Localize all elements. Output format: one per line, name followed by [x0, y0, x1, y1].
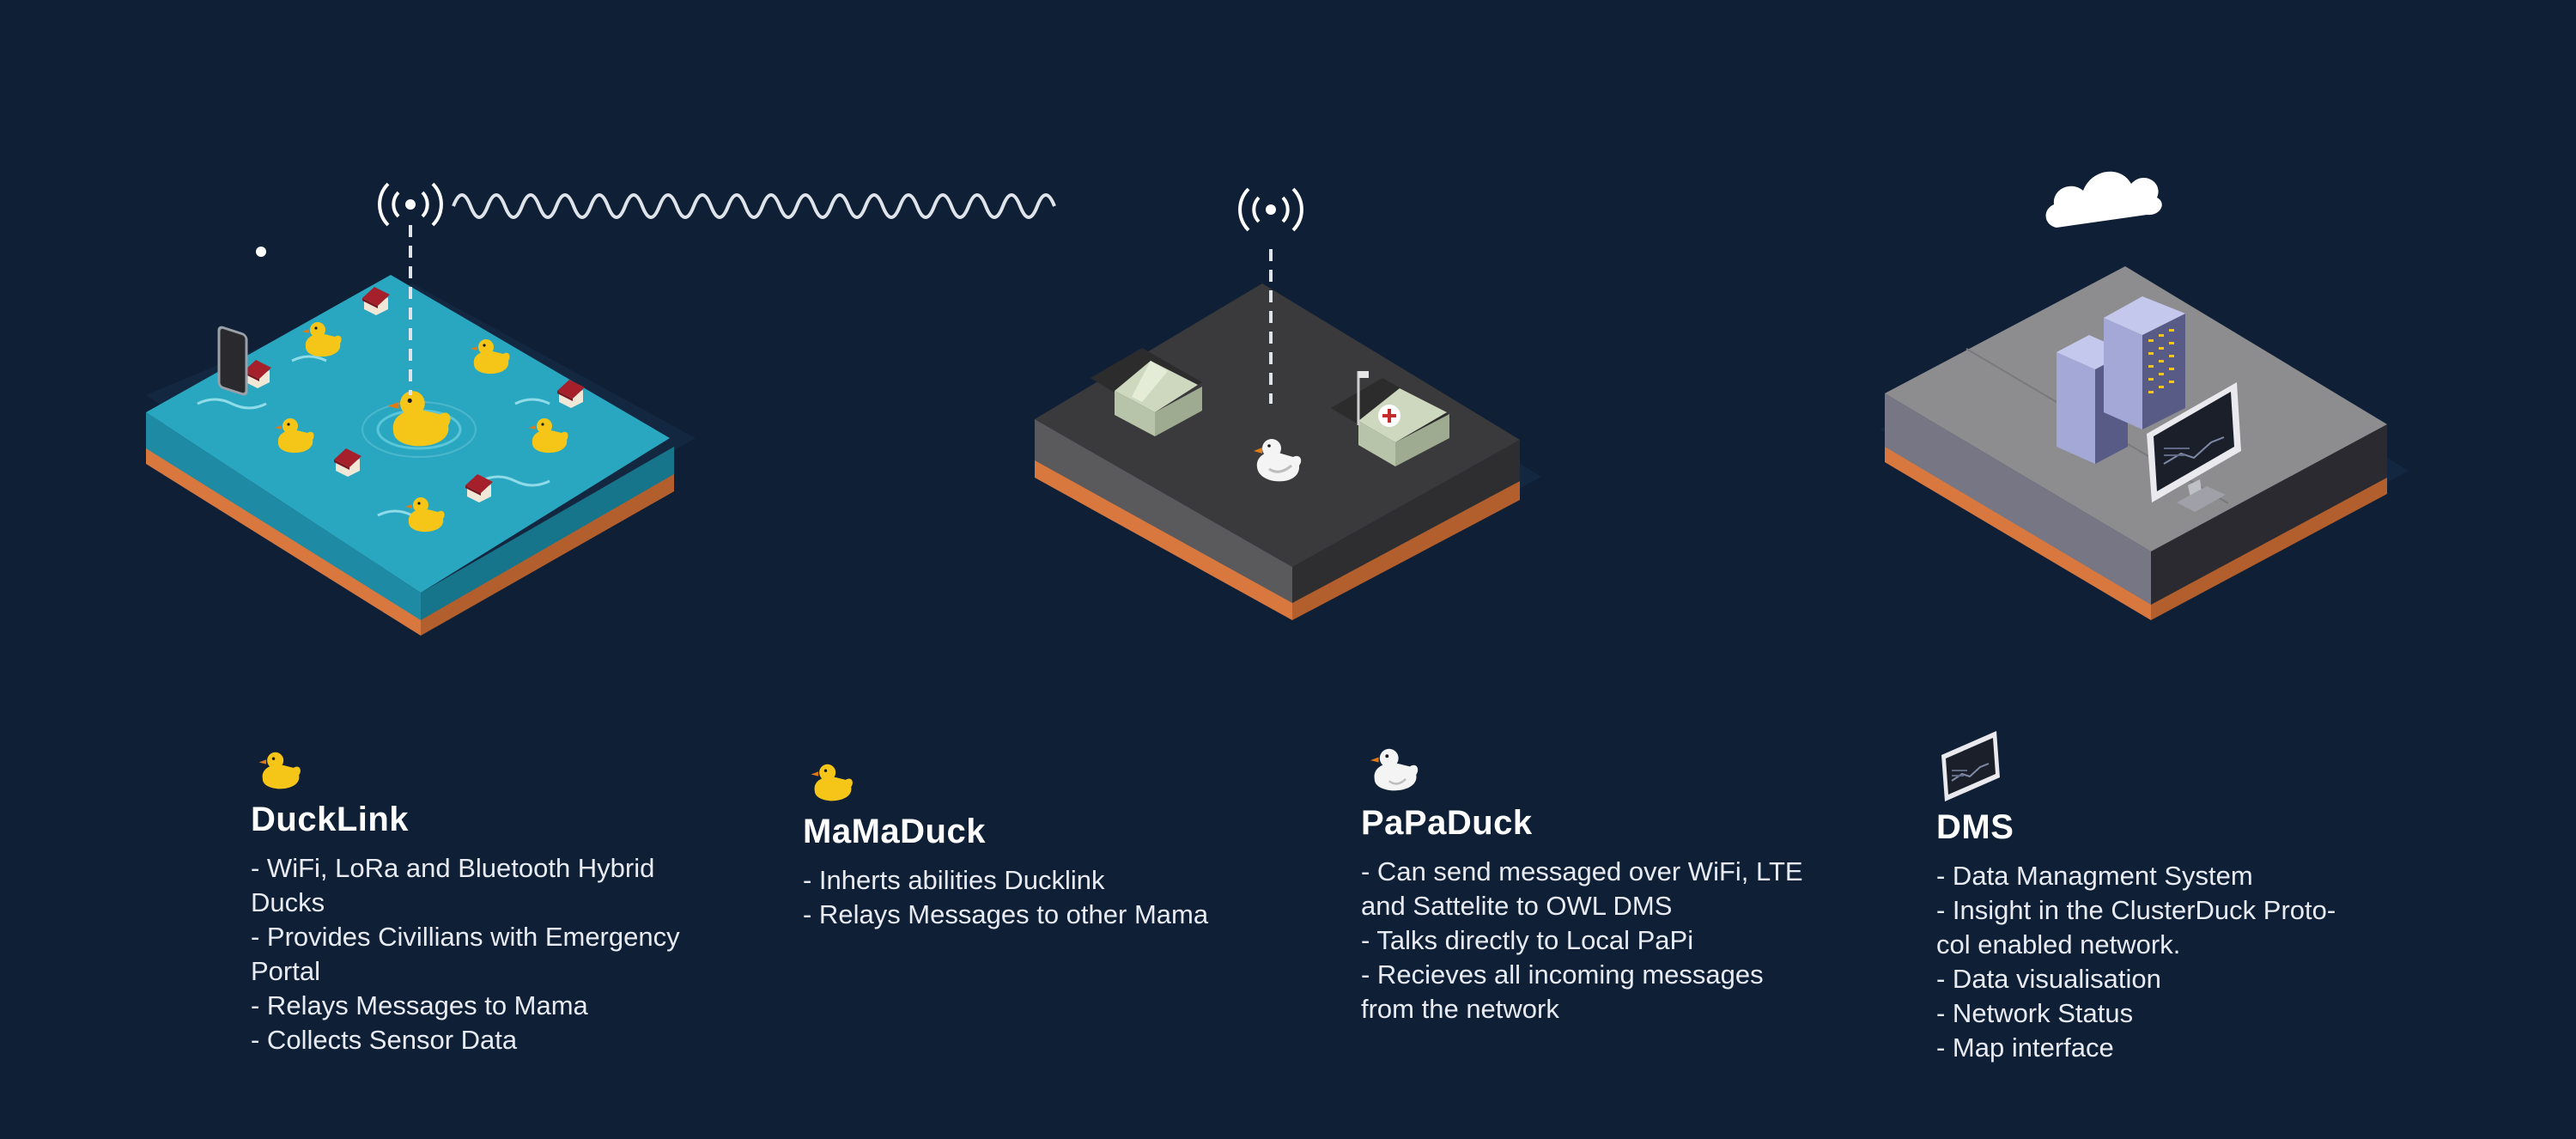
feature-item: - Map interface: [1936, 1032, 2114, 1063]
ducklink-tile: [146, 247, 696, 636]
cloud-icon: [2045, 171, 2162, 228]
papaduck-antenna: [1238, 187, 1303, 404]
feature-item: and Sattelite to OWL DMS: [1361, 891, 1673, 921]
yellow-duck-icon: [258, 752, 301, 789]
monitor-icon: [1941, 731, 2000, 801]
papaduck-card: PaPaDuck - Can send messaged over WiFi, …: [1361, 735, 1876, 1026]
dms-tile: [1880, 266, 2409, 620]
tent-left: [1115, 361, 1202, 436]
dms-card: DMS - Data Managment System - Insight in…: [1936, 726, 2451, 1065]
feature-item: - Relays Messages to Mama: [251, 990, 588, 1020]
dms-monitor: [2147, 382, 2241, 512]
mamaduck-title: MaMaDuck: [803, 813, 986, 850]
feature-item: from the network: [1361, 994, 1559, 1024]
mamaduck-features: - Inherts abilities Ducklink - Relays Me…: [803, 863, 1284, 932]
white-duck-icon: [1370, 748, 1419, 791]
ducklink-antenna: [378, 182, 443, 395]
feature-item: - Provides Civillians with Emergency: [251, 922, 680, 952]
feature-item: - Data visualisation: [1936, 964, 2161, 994]
feature-item: - Relays Messages to other Mama: [803, 899, 1209, 929]
ducklink-card: DuckLink - WiFi, LoRa and Bluetooth Hybr…: [251, 740, 732, 1057]
feature-item: - Inherts abilities Ducklink: [803, 865, 1105, 895]
feature-item: - Recieves all incoming messages: [1361, 959, 1764, 990]
feature-item: - Insight in the ClusterDuck Proto-: [1936, 895, 2336, 925]
papaduck-title: PaPaDuck: [1361, 804, 1533, 842]
feature-item: Portal: [251, 956, 320, 986]
dms-features: - Data Managment System - Insight in the…: [1936, 859, 2451, 1065]
papaduck-tile: [1035, 283, 1541, 620]
feature-item: - Network Status: [1936, 998, 2134, 1028]
server-rack-2: [2104, 296, 2185, 429]
dms-title: DMS: [1936, 808, 2014, 846]
tent-right: [1357, 371, 1449, 466]
yellow-duck-icon: [811, 764, 853, 801]
feature-item: - Talks directly to Local PaPi: [1361, 925, 1694, 955]
feature-item: Ducks: [251, 887, 325, 917]
radio-wave: [452, 193, 1056, 219]
feature-item: - Can send messaged over WiFi, LTE: [1361, 856, 1803, 886]
feature-item: - Collects Sensor Data: [251, 1025, 518, 1055]
feature-item: - WiFi, LoRa and Bluetooth Hybrid: [251, 853, 655, 883]
white-duck: [1254, 439, 1302, 482]
ducklink-title: DuckLink: [251, 801, 410, 838]
papaduck-features: - Can send messaged over WiFi, LTE and S…: [1361, 855, 1876, 1026]
feature-item: col enabled network.: [1936, 929, 2181, 959]
mamaduck-card: MaMaDuck - Inherts abilities Ducklink - …: [803, 752, 1284, 932]
ducklink-features: - WiFi, LoRa and Bluetooth Hybrid Ducks …: [251, 851, 732, 1057]
feature-item: - Data Managment System: [1936, 861, 2253, 891]
